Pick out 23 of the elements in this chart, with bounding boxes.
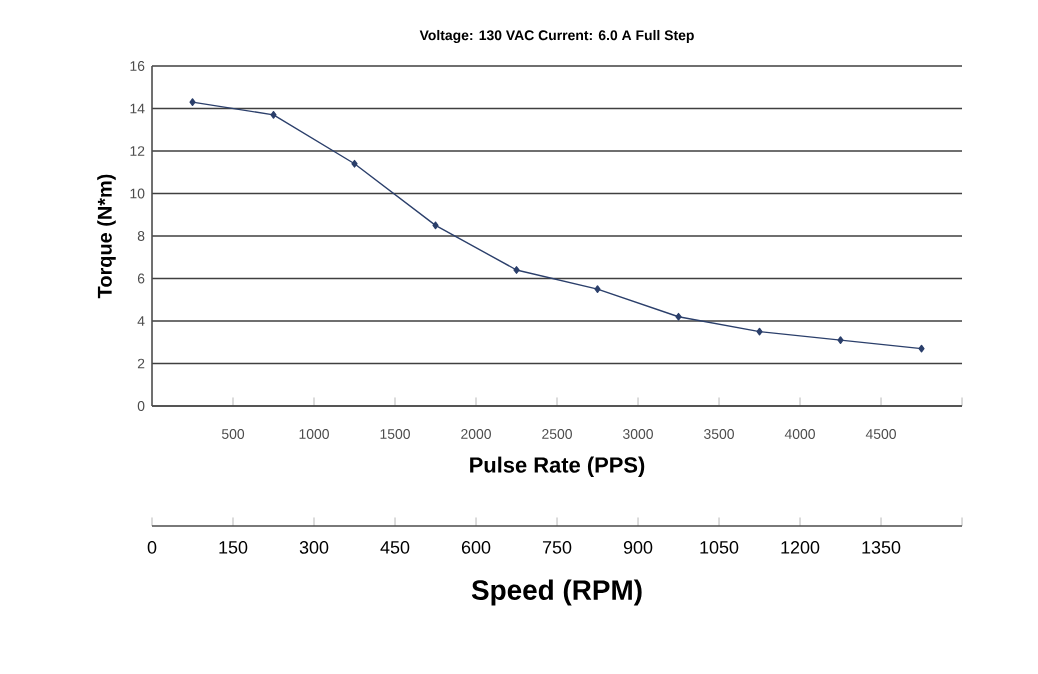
point — [675, 312, 682, 321]
x2-tick-label: 900 — [623, 541, 653, 554]
x2-tick-label: 300 — [299, 541, 329, 554]
x2-tick-label: 1200 — [781, 541, 820, 554]
point — [270, 110, 277, 119]
x-axis-title: Pulse Rate (PPS) — [470, 456, 645, 478]
point — [756, 327, 763, 336]
x2-axis-title: Speed (RPM) — [471, 579, 642, 606]
point — [432, 221, 439, 230]
point — [351, 159, 358, 168]
point — [513, 266, 520, 274]
point — [837, 336, 844, 345]
point — [918, 344, 925, 353]
x2-tick-label: 1050 — [700, 541, 739, 554]
x2-tick-label: 750 — [542, 541, 572, 554]
x2-tick-label: 450 — [380, 541, 410, 554]
x2-tick-label: 1350 — [862, 541, 901, 554]
x2-tick-label: 0 — [147, 541, 157, 554]
point — [594, 285, 601, 294]
x2-tick-label: 150 — [219, 541, 248, 554]
x2-tick-label: 600 — [461, 541, 491, 554]
point — [189, 98, 196, 106]
y-axis-title: Torque (N*m) — [97, 174, 116, 299]
